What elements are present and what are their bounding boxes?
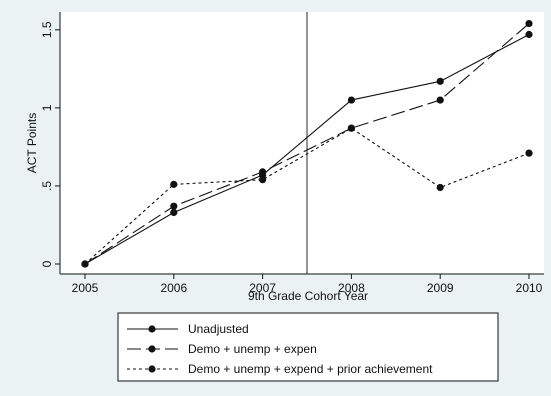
data-point (81, 260, 89, 268)
series-line-3 (84, 127, 530, 265)
series-line-2 (84, 23, 530, 265)
data-point (525, 19, 533, 28)
y-axis-title: ACT Points (25, 113, 39, 173)
legend-marker-2 (148, 345, 156, 353)
data-point (525, 149, 533, 157)
data-point (436, 77, 444, 85)
legend-box (117, 312, 499, 382)
series-lines (84, 23, 530, 265)
legend-label-2: Demo + unemp + expen (188, 342, 317, 356)
series-line-1 (84, 34, 530, 265)
series-points (81, 19, 533, 268)
data-point (436, 183, 444, 192)
legend-marker-1 (148, 325, 156, 333)
x-tick-label: 2008 (338, 281, 365, 295)
data-point (259, 168, 267, 176)
x-tick-label: 2010 (516, 281, 543, 295)
plot-area (60, 12, 544, 274)
data-point (436, 96, 444, 104)
axes: 0 .5 1 1.5 2005 2006 2007 2008 2009 2010 (40, 12, 544, 295)
legend: Unadjusted Demo + unemp + expen Demo + une… (127, 322, 433, 376)
data-point (170, 180, 178, 188)
y-tick-label: 1 (40, 104, 54, 111)
data-point (347, 96, 355, 104)
x-tick-label: 2009 (427, 281, 454, 295)
data-point (525, 30, 533, 39)
x-tick-label: 2007 (249, 281, 276, 295)
y-tick-label: 1.5 (40, 21, 54, 38)
data-point (259, 176, 267, 184)
legend-label-3: Demo + unemp + expend + prior achievemen… (188, 362, 433, 376)
y-tick-label: 0 (40, 260, 54, 267)
data-point (170, 202, 178, 210)
data-point (347, 124, 355, 132)
x-tick-label: 2005 (72, 281, 99, 295)
x-axis-title: 9th Grade Cohort Year (248, 289, 368, 303)
data-point (170, 208, 178, 217)
legend-marker-3 (148, 365, 156, 373)
legend-label-1: Unadjusted (188, 322, 249, 336)
y-tick-label: .5 (40, 181, 54, 191)
x-tick-label: 2006 (160, 281, 187, 295)
